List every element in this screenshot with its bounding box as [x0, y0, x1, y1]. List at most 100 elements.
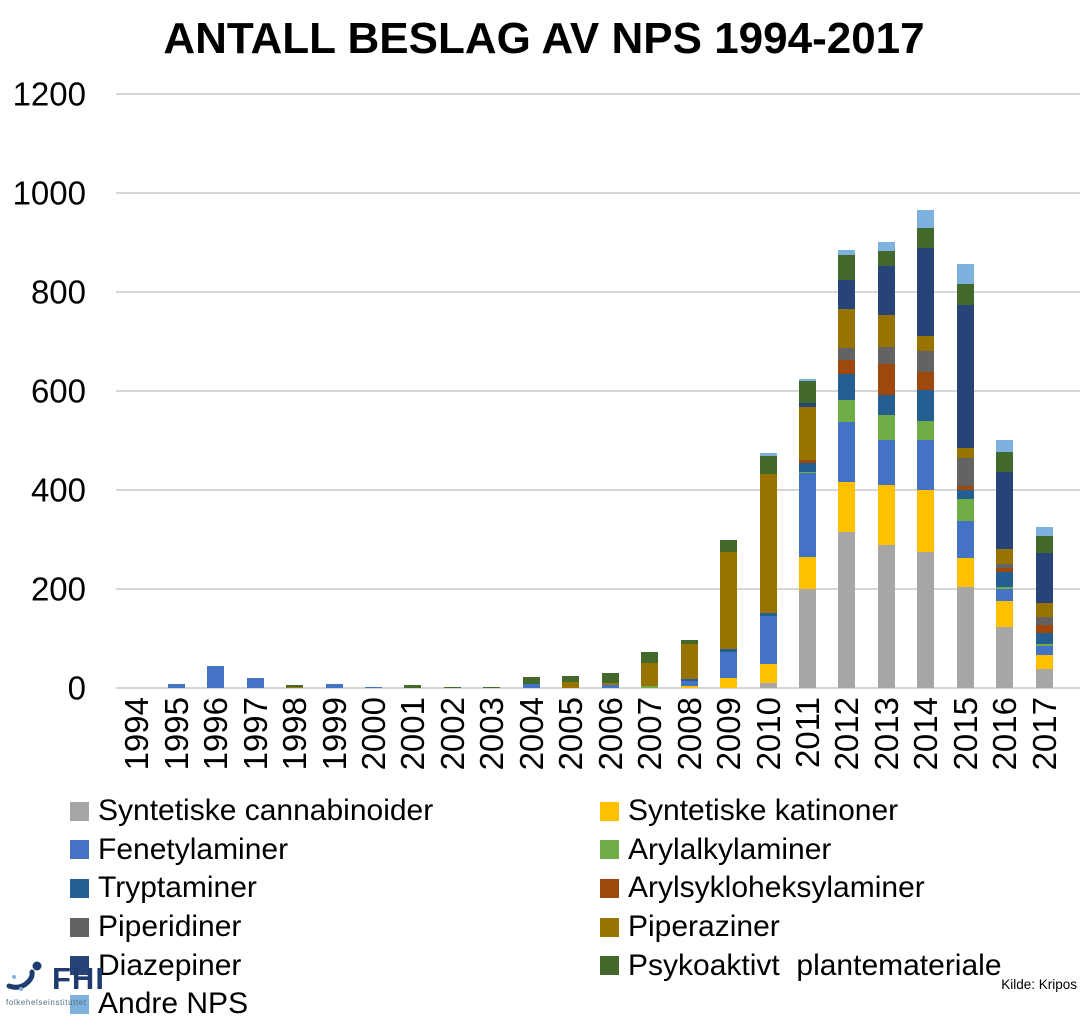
bar-segment [1035, 632, 1053, 644]
bar-segment [996, 439, 1014, 452]
x-tick-label-2014: 2014 [907, 697, 945, 771]
bar-segment [917, 351, 935, 373]
bar-segment [799, 588, 817, 688]
bar-segment [522, 677, 540, 685]
bar-segment [917, 209, 935, 228]
bar-segment [996, 572, 1014, 588]
bar-segment [917, 372, 935, 390]
bar-segment [877, 545, 895, 688]
bar-segment [1035, 602, 1053, 618]
bar-segment [799, 402, 817, 407]
x-tick-label-2011: 2011 [789, 697, 826, 768]
gridline-1200 [116, 93, 1080, 95]
legend-label: Diazepiner [98, 948, 242, 982]
x-tick-label-2012: 2012 [828, 697, 866, 771]
bar-segment [956, 457, 974, 486]
bar-1996 [207, 665, 225, 688]
bar-segment [286, 685, 304, 687]
bar-segment [996, 587, 1014, 589]
legend-swatch [600, 840, 619, 860]
legend-item: Andre NPS [70, 985, 600, 1024]
bar-segment [1035, 617, 1053, 625]
legend-item: Psykoaktivt plantemateriale [600, 946, 1070, 985]
bar-segment [956, 587, 974, 688]
bar-segment [917, 247, 935, 336]
bar-segment [720, 552, 738, 650]
bar-segment [996, 563, 1014, 568]
legend-item: Arylalkylaminer [600, 831, 1070, 870]
gridline-600 [116, 390, 1080, 392]
bar-2006 [601, 672, 619, 688]
legend-label: Piperidiner [98, 910, 242, 944]
bar-segment [838, 421, 856, 482]
bar-segment [1035, 527, 1053, 537]
bar-segment [720, 539, 738, 553]
fhi-logo-subtext: folkehelseinstituttet [6, 998, 87, 1007]
y-tick-label: 800 [30, 273, 86, 311]
bar-segment [799, 471, 817, 474]
y-tick-label: 0 [67, 669, 86, 707]
bar-segment [877, 439, 895, 485]
bar-segment [1035, 643, 1053, 647]
bar-segment [996, 451, 1014, 472]
bar-2012 [838, 250, 856, 688]
x-tick-label-2009: 2009 [710, 697, 748, 771]
bar-segment [483, 686, 501, 688]
legend-item: Syntetiske katinoner [600, 792, 1070, 831]
bar-segment [996, 588, 1014, 601]
legend-label: Arylalkylaminer [628, 832, 832, 866]
bar-segment [799, 473, 817, 558]
legend-label: Fenetylaminer [98, 832, 289, 866]
bar-segment [246, 678, 264, 688]
bar-segment [917, 420, 935, 440]
bar-segment [838, 360, 856, 375]
bar-segment [759, 474, 777, 614]
x-tick-label-2015: 2015 [946, 697, 984, 771]
y-tick-label: 600 [30, 372, 86, 410]
bar-segment [956, 485, 974, 490]
bar-segment [1035, 646, 1053, 655]
bar-2008 [680, 640, 698, 688]
x-tick-label-1996: 1996 [197, 697, 235, 771]
x-tick-label-1995: 1995 [157, 697, 195, 771]
gridline-800 [116, 291, 1080, 293]
legend-label: Psykoaktivt plantemateriale [628, 948, 1002, 982]
legend-swatch [70, 917, 89, 937]
legend-label: Syntetiske katinoner [628, 794, 899, 828]
bar-2009 [720, 539, 738, 688]
bar-segment [680, 680, 698, 686]
x-tick-label-2008: 2008 [670, 697, 708, 771]
bar-segment [996, 567, 1014, 573]
bar-segment [601, 682, 619, 686]
legend-item: Piperaziner [600, 908, 1070, 947]
gridline-0 [116, 687, 1080, 689]
bar-2015 [956, 264, 974, 688]
bar-segment [1035, 536, 1053, 553]
bar-segment [877, 364, 895, 395]
bar-segment [799, 459, 817, 464]
x-axis-labels: 1994 1995 1996 1997 1998 1999 2000 2001 2002 2003… [117, 697, 1064, 789]
bar-segment [996, 471, 1014, 549]
bar-segment [1035, 669, 1053, 688]
bar-segment [838, 280, 856, 310]
bar-segment [641, 651, 659, 663]
bar-segment [838, 250, 856, 255]
y-tick-label: 200 [30, 570, 86, 608]
bar-segment [956, 499, 974, 522]
bar-segment [877, 314, 895, 347]
bars-container [117, 94, 1064, 688]
bar-1995 [167, 683, 185, 688]
bar-2010 [759, 452, 777, 688]
legend-item: Syntetiske cannabinoider [70, 792, 600, 831]
x-tick-label-2013: 2013 [867, 697, 905, 771]
fhi-swoosh-icon [6, 961, 42, 991]
legend-swatch [70, 801, 89, 821]
bar-segment [799, 379, 817, 381]
bar-2014 [917, 209, 935, 688]
legend-swatch [600, 917, 619, 937]
bar-segment [562, 675, 580, 682]
x-tick-label-2000: 2000 [354, 697, 392, 771]
x-tick-label-2016: 2016 [986, 697, 1024, 771]
bar-segment [877, 265, 895, 315]
bar-1999 [325, 683, 343, 688]
